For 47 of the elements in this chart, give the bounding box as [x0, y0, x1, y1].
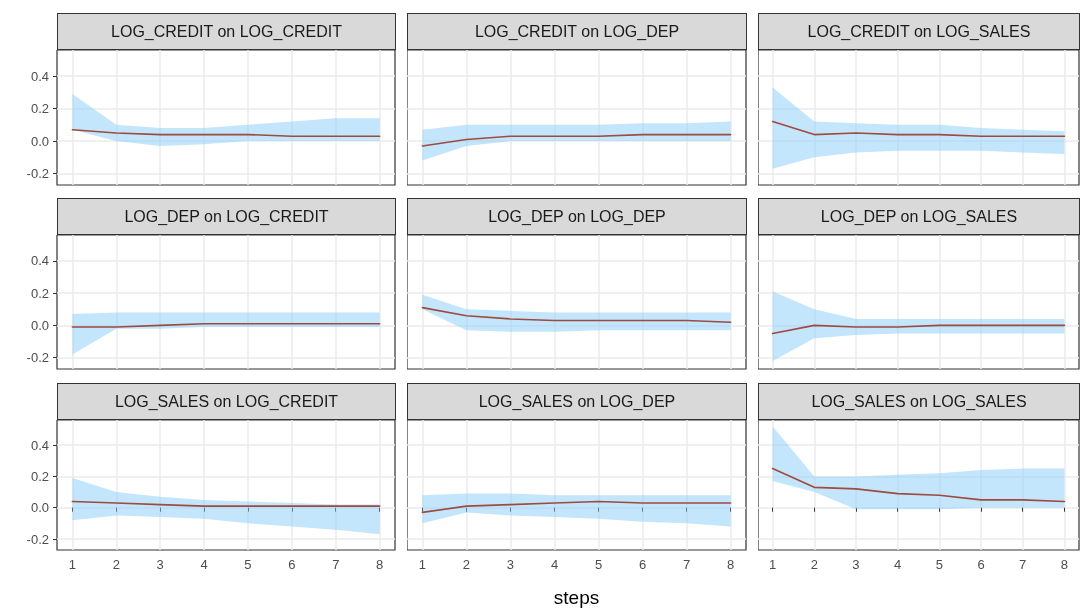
y-tick-label: 0.4: [30, 68, 49, 84]
y-tick-label: -0.2: [26, 531, 49, 547]
x-tick-label: 5: [935, 557, 943, 572]
y-tick-label: 0.2: [30, 101, 49, 117]
line-series: [71, 128, 381, 137]
x-tick-label: 7: [682, 557, 691, 572]
chart-title: LOG_SALES on LOG_CREDIT: [57, 383, 396, 420]
x-tick-label: 4: [200, 557, 208, 572]
x-tick-label: 2: [810, 557, 818, 572]
x-tick-label: 2: [112, 557, 120, 572]
x-tick-label: 6: [288, 557, 296, 572]
x-tick-label: 3: [506, 557, 515, 572]
x-tick-label: 6: [638, 557, 647, 572]
y-tick-label: 0.4: [30, 437, 49, 453]
x-tick-label: 3: [852, 557, 860, 572]
chart-title: LOG_SALES on LOG_DEP: [407, 383, 747, 420]
x-tick-label: 3: [156, 557, 164, 572]
x-tick-label: 5: [244, 557, 252, 572]
x-tick-label: 4: [550, 557, 559, 572]
y-tick-label: -0.2: [26, 166, 49, 182]
x-tick-label: 7: [1019, 557, 1027, 572]
chart-title: LOG_CREDIT on LOG_DEP: [407, 13, 747, 50]
x-tick-label: 1: [768, 557, 777, 572]
y-tick-label: 0.2: [30, 285, 49, 301]
x-axis-title: steps: [553, 587, 600, 608]
chart-title: LOG_DEP on LOG_DEP: [407, 198, 747, 235]
x-tick-label: 4: [894, 557, 902, 572]
x-tick-label: 1: [418, 557, 427, 572]
x-tick-label: 1: [68, 557, 76, 572]
y-tick-label: 0.4: [30, 253, 49, 269]
y-tick-label: -0.2: [26, 350, 49, 366]
chart-title: LOG_CREDIT on LOG_SALES: [758, 13, 1080, 50]
x-tick-label: 7: [332, 557, 340, 572]
chart-title: LOG_DEP on LOG_CREDIT: [57, 198, 396, 235]
y-tick-label: 0.0: [30, 317, 49, 333]
x-tick-label: 8: [726, 557, 735, 572]
x-tick-label: 8: [376, 557, 384, 572]
chart-title: LOG_SALES on LOG_SALES: [758, 383, 1080, 420]
y-tick-label: 0.0: [30, 500, 49, 516]
chart-title: LOG_DEP on LOG_SALES: [758, 198, 1080, 235]
y-tick-label: 0.2: [30, 468, 49, 484]
x-tick-label: 6: [977, 557, 985, 572]
chart-title: LOG_CREDIT on LOG_CREDIT: [57, 13, 396, 50]
x-tick-label: 2: [462, 557, 471, 572]
x-tick-label: 8: [1060, 557, 1069, 572]
x-tick-label: 5: [594, 557, 603, 572]
y-tick-label: 0.0: [30, 133, 49, 149]
